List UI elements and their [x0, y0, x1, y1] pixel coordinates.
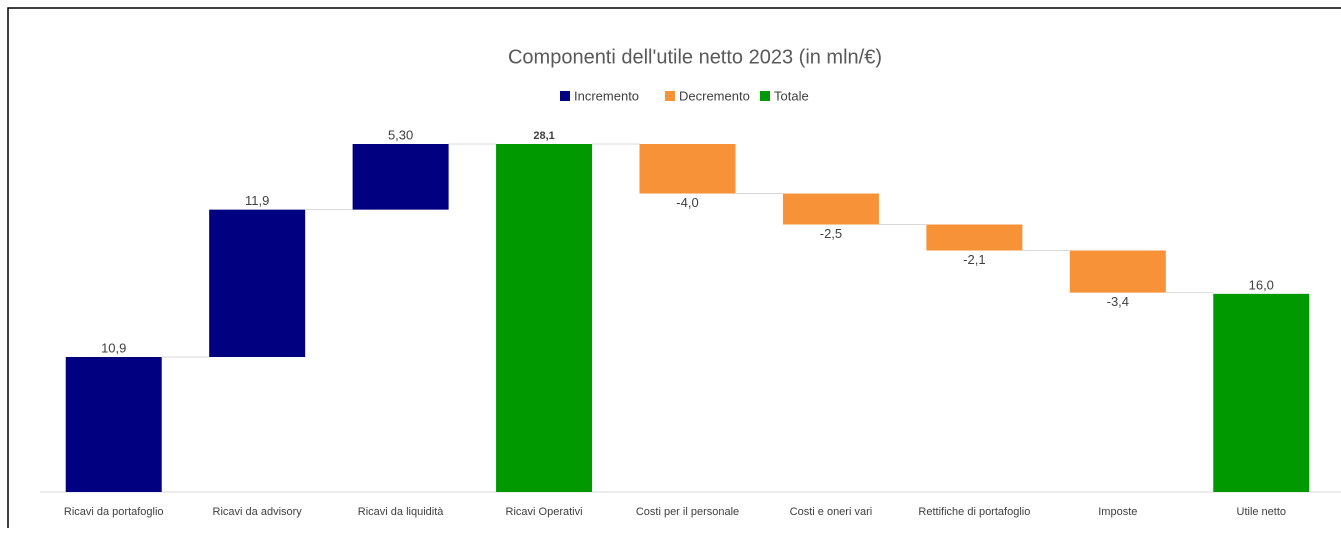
x-tick-label: Imposte	[1098, 506, 1137, 518]
x-tick-label: Costi per il personale	[636, 506, 739, 518]
x-tick-label: Utile netto	[1237, 506, 1287, 518]
legend-label: Incremento	[574, 88, 639, 103]
bar	[639, 144, 736, 194]
bar	[782, 193, 879, 225]
x-tick-label: Ricavi da advisory	[213, 506, 303, 518]
legend-label: Decremento	[679, 88, 750, 103]
legend-swatch	[760, 91, 770, 101]
legend-swatch	[665, 91, 675, 101]
data-label: -4,0	[676, 195, 698, 210]
x-tick-label: Ricavi da portafoglio	[64, 506, 164, 518]
data-label: 28,1	[533, 130, 554, 142]
bar	[1069, 250, 1166, 293]
data-label: -2,5	[820, 226, 842, 241]
x-tick-label: Costi e oneri vari	[790, 506, 873, 518]
legend-swatch	[560, 91, 570, 101]
data-label: 10,9	[101, 340, 126, 355]
bar	[1213, 293, 1310, 492]
data-label: 5,30	[388, 127, 413, 142]
chart-title: Componenti dell'utile netto 2023 (in mln…	[508, 46, 882, 68]
x-tick-label: Ricavi da liquidità	[358, 506, 444, 518]
bar	[496, 144, 593, 492]
bar	[352, 144, 449, 210]
bar	[926, 224, 1023, 251]
x-tick-label: Rettifiche di portafoglio	[918, 506, 1030, 518]
legend-label: Totale	[774, 88, 809, 103]
bar	[65, 357, 162, 492]
data-label: -3,4	[1107, 294, 1129, 309]
bar	[209, 209, 306, 358]
data-label: 11,9	[245, 193, 269, 208]
data-label: 16,0	[1249, 277, 1274, 292]
x-tick-label: Ricavi Operativi	[506, 506, 583, 518]
data-label: -2,1	[963, 252, 985, 267]
